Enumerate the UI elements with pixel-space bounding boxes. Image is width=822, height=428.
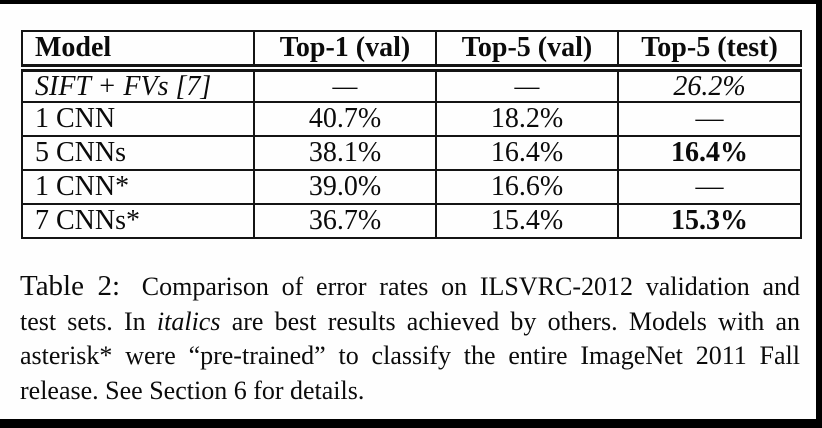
cell-top5-val: 18.2% bbox=[435, 101, 619, 137]
caption-line-2: test sets. In italics are best results a… bbox=[20, 305, 800, 340]
table-row-5cnns: 5 CNNs 38.1% 16.4% 16.4% bbox=[21, 135, 802, 171]
header-model: Model bbox=[21, 30, 255, 72]
header-top5-test: Top-5 (test) bbox=[617, 30, 802, 72]
cell-model: 5 CNNs bbox=[21, 135, 255, 171]
cell-top5-val: 15.4% bbox=[435, 203, 619, 239]
cell-model: 1 CNN bbox=[21, 101, 255, 137]
caption-text: release. See Section 6 for details. bbox=[20, 375, 365, 405]
header-top5-val: Top-5 (val) bbox=[435, 30, 619, 72]
error-rate-comparison-table: Model Top-1 (val) Top-5 (val) Top-5 (tes… bbox=[21, 30, 802, 239]
cell-model: SIFT + FVs [7] bbox=[21, 67, 255, 103]
caption-text: asterisk* were “pre-trained” to classify… bbox=[20, 341, 800, 370]
caption-text: Comparison of error rates on ILSVRC-2012… bbox=[141, 272, 801, 301]
header-top1-val: Top-1 (val) bbox=[253, 30, 437, 72]
cell-top1: 39.0% bbox=[253, 169, 437, 205]
caption-label: Table 2: bbox=[20, 270, 121, 302]
table-caption: Table 2: Comparison of error rates on IL… bbox=[20, 269, 800, 408]
table-row-7cnns-star: 7 CNNs* 36.7% 15.4% 15.3% bbox=[21, 203, 802, 239]
cell-top1: 36.7% bbox=[253, 203, 437, 239]
caption-italic-word: italics bbox=[156, 306, 221, 336]
caption-line-3: asterisk* were “pre-trained” to classify… bbox=[20, 339, 800, 374]
table-row-1cnn: 1 CNN 40.7% 18.2% — bbox=[21, 101, 802, 137]
cell-top5-test: — bbox=[617, 101, 802, 137]
caption-text: test sets. In bbox=[20, 306, 146, 336]
cell-top5-val: 16.6% bbox=[435, 169, 619, 205]
cell-top5-test: 16.4% bbox=[617, 135, 802, 171]
table-header-row: Model Top-1 (val) Top-5 (val) Top-5 (tes… bbox=[21, 30, 802, 72]
cell-top5-val: 16.4% bbox=[435, 135, 619, 171]
cell-top5-val: — bbox=[435, 67, 619, 103]
cell-top5-test: — bbox=[617, 169, 802, 205]
table-row-1cnn-star: 1 CNN* 39.0% 16.6% — bbox=[21, 169, 802, 205]
cell-top1: 40.7% bbox=[253, 101, 437, 137]
cell-model: 1 CNN* bbox=[21, 169, 255, 205]
cell-model: 7 CNNs* bbox=[21, 203, 255, 239]
cell-top1: 38.1% bbox=[253, 135, 437, 171]
cell-top5-test: 26.2% bbox=[617, 67, 802, 103]
caption-line-4: release. See Section 6 for details. bbox=[20, 374, 800, 409]
caption-text: are best results achieved by others. Mod… bbox=[231, 306, 801, 336]
caption-line-1: Table 2: Comparison of error rates on IL… bbox=[20, 269, 800, 305]
cell-top5-test: 15.3% bbox=[617, 203, 802, 239]
cell-top1: — bbox=[253, 67, 437, 103]
table-row-sift-fvs: SIFT + FVs [7] — — 26.2% bbox=[21, 67, 802, 103]
